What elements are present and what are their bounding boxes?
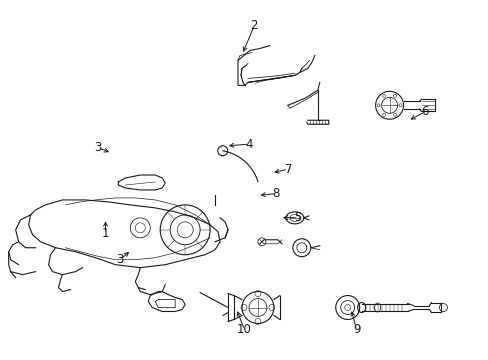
Text: 3: 3	[94, 141, 102, 154]
Text: 8: 8	[272, 187, 279, 200]
Text: 5: 5	[294, 211, 301, 224]
Text: 7: 7	[284, 163, 291, 176]
Text: 1: 1	[102, 227, 109, 240]
Text: 4: 4	[245, 138, 253, 150]
Text: 3: 3	[116, 253, 123, 266]
Text: 9: 9	[352, 323, 360, 336]
Text: 2: 2	[250, 19, 258, 32]
Text: 10: 10	[237, 323, 251, 336]
Text: 6: 6	[420, 105, 428, 118]
